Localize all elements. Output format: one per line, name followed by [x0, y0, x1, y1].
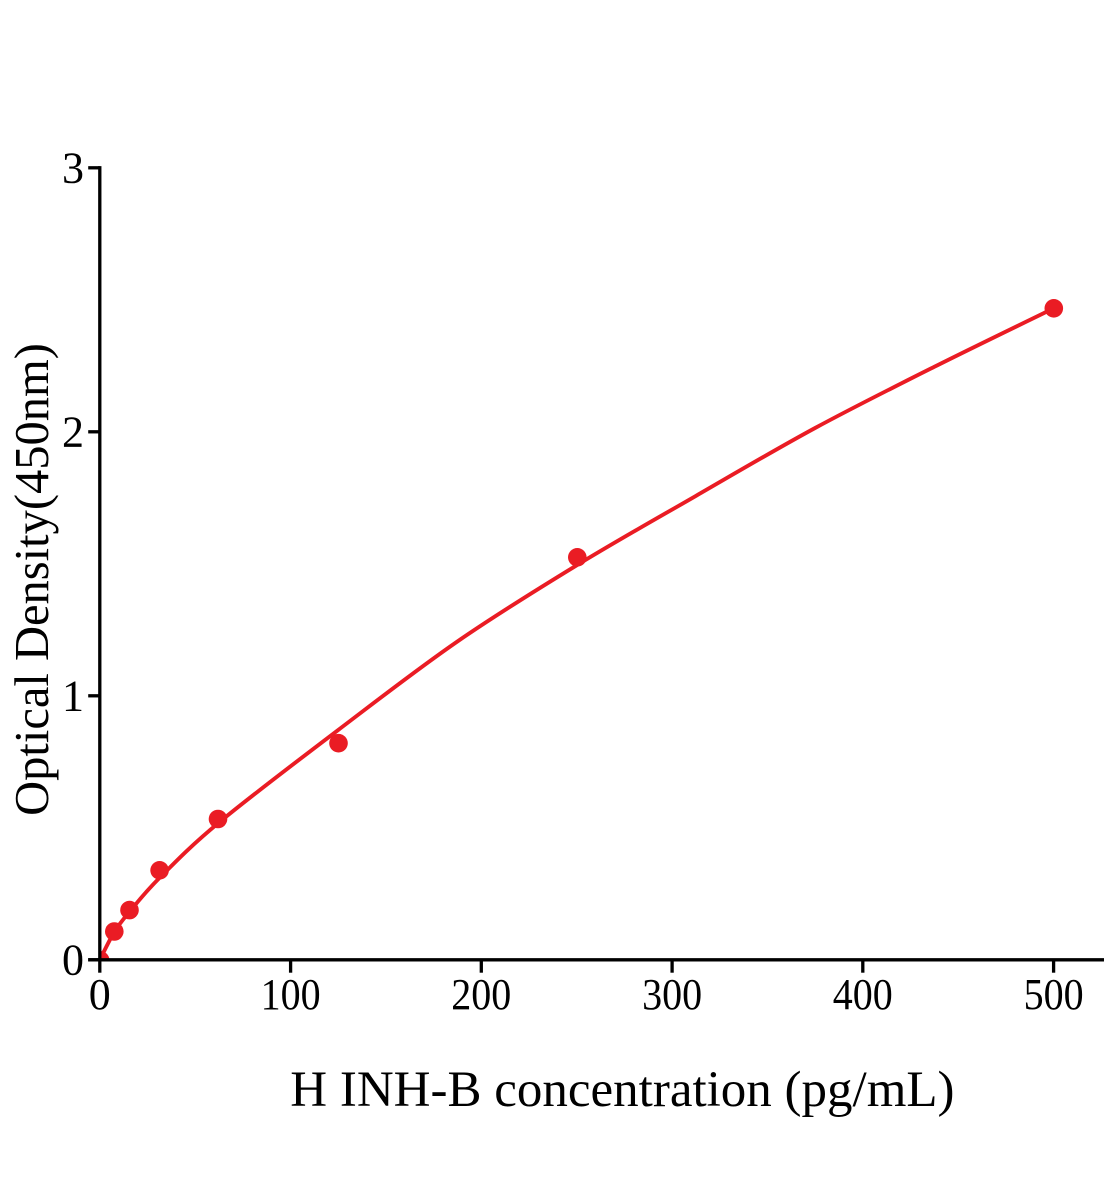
svg-text:0: 0 [89, 970, 111, 1019]
svg-text:200: 200 [451, 970, 511, 1019]
svg-text:100: 100 [261, 970, 321, 1019]
svg-text:0: 0 [62, 935, 84, 984]
svg-text:1: 1 [62, 671, 84, 720]
svg-text:3: 3 [62, 143, 84, 192]
svg-text:2: 2 [62, 407, 84, 456]
svg-text:300: 300 [642, 970, 702, 1019]
svg-text:400: 400 [833, 970, 893, 1019]
svg-text:H INH-B concentration (pg/mL): H INH-B concentration (pg/mL) [290, 1062, 954, 1118]
svg-text:Optical Density(450nm): Optical Density(450nm) [6, 343, 59, 816]
svg-text:500: 500 [1024, 970, 1084, 1019]
